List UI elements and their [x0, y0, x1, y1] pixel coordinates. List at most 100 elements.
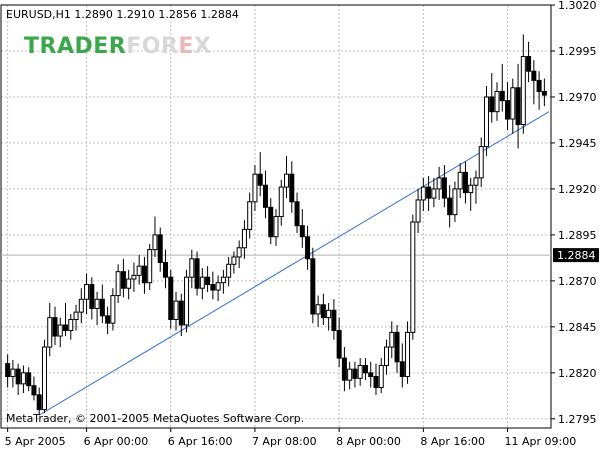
- candle-body-bearish: [36, 394, 42, 411]
- candle-body-bullish: [215, 282, 221, 291]
- candle-body-bullish: [357, 364, 363, 379]
- candle-body-bullish: [389, 331, 395, 348]
- x-tick-label: 7 Apr 08:00: [252, 435, 317, 448]
- candle-body-bullish: [131, 274, 137, 280]
- y-tick-label: 1.2895: [558, 229, 597, 242]
- candle-body-bullish: [47, 317, 53, 348]
- x-tick-label: 8 Apr 00:00: [336, 435, 401, 448]
- candle-body-bearish: [336, 330, 342, 359]
- candle-body-bearish: [52, 317, 58, 337]
- candle-body-bullish: [226, 263, 232, 278]
- current-price-label: 1.2884: [557, 249, 596, 262]
- candle-body-bullish: [152, 234, 158, 251]
- candle-body-bearish: [441, 177, 447, 199]
- candle-body-bullish: [236, 247, 242, 258]
- candle-body-bullish: [57, 324, 63, 337]
- candle-body-bullish: [199, 276, 205, 289]
- candle-body-bullish: [20, 372, 26, 385]
- candle-body-bearish: [289, 173, 295, 203]
- candle-body-bullish: [41, 346, 47, 411]
- candle-body-bearish: [505, 100, 511, 120]
- y-tick-label: 1.2845: [558, 321, 597, 334]
- candle-body-bullish: [347, 368, 353, 381]
- candle-body-bearish: [89, 284, 95, 309]
- candle-body-bullish: [68, 318, 74, 332]
- candle-body-bullish: [457, 171, 463, 190]
- y-tick-label: 1.2870: [558, 275, 597, 288]
- candle-body-bullish: [78, 298, 84, 313]
- candle-body-bearish: [194, 258, 200, 289]
- candle-body-bullish: [473, 177, 479, 186]
- x-tick-label: 6 Apr 16:00: [168, 435, 233, 448]
- candle-body-bearish: [120, 271, 126, 289]
- y-tick-label: 1.2945: [558, 137, 597, 150]
- candle-body-bullish: [494, 90, 500, 113]
- candle-body-bearish: [352, 368, 358, 379]
- candle-body-bullish: [410, 221, 416, 333]
- x-tick-label: 5 Apr 2005: [5, 435, 66, 448]
- candle-body-bullish: [378, 364, 384, 389]
- candle-body-bearish: [331, 309, 337, 332]
- y-tick-label: 1.2995: [558, 45, 597, 58]
- plot-frame: [0, 4, 552, 429]
- candle-body-bearish: [531, 70, 537, 81]
- y-tick-label: 1.2920: [558, 183, 597, 196]
- candle-body-bullish: [126, 278, 132, 289]
- candle-body-bullish: [84, 284, 90, 300]
- candle-body-bearish: [310, 258, 316, 315]
- candle-body-bearish: [168, 276, 174, 320]
- candle-body-bearish: [489, 96, 495, 113]
- candle-body-bullish: [384, 346, 390, 366]
- candle-body-bearish: [373, 376, 379, 389]
- candle-body-bearish: [178, 300, 184, 326]
- candle-body-bullish: [247, 201, 253, 230]
- candle-body-bullish: [136, 265, 142, 276]
- candle-body-bullish: [278, 186, 284, 217]
- logo-part-e: E: [178, 34, 194, 59]
- y-tick-label: 1.2795: [558, 413, 597, 426]
- candle-body-bearish: [462, 171, 468, 194]
- candle-body-bullish: [273, 216, 279, 238]
- candle-body-bearish: [141, 265, 147, 284]
- candle-body-bearish: [320, 304, 326, 319]
- x-tick-label: 11 Apr 09:00: [505, 435, 577, 448]
- candle-body-bullish: [147, 249, 153, 284]
- candle-body-bullish: [436, 177, 442, 190]
- candle-body-bullish: [415, 199, 421, 223]
- logo-part-x: X: [193, 34, 212, 59]
- candle-body-bearish: [257, 173, 263, 186]
- candle-body-bullish: [520, 55, 526, 126]
- logo-part-for: FOR: [126, 34, 179, 59]
- candle-body-bearish: [447, 197, 453, 216]
- candle-body-bullish: [173, 300, 179, 320]
- candle-body-bearish: [157, 234, 163, 263]
- candle-body-bullish: [231, 256, 237, 265]
- candle-body-bearish: [26, 372, 32, 387]
- candle-body-bearish: [536, 79, 542, 92]
- traderforex-logo: TRADERFOREX: [24, 34, 211, 59]
- candle-body-bearish: [499, 90, 505, 102]
- candle-body-bullish: [10, 368, 16, 378]
- candle-body-bullish: [468, 184, 474, 194]
- candle-body-bearish: [210, 284, 216, 291]
- y-tick-label: 1.2820: [558, 367, 597, 380]
- trendline: [38, 111, 550, 416]
- candle-body-bearish: [299, 225, 305, 238]
- x-tick-label: 8 Apr 16:00: [420, 435, 485, 448]
- current-price-marker: [553, 248, 599, 263]
- candle-body-bearish: [394, 331, 400, 363]
- candle-body-bullish: [452, 188, 458, 216]
- candle-body-bearish: [426, 186, 432, 199]
- candle-body-bearish: [294, 201, 300, 227]
- candle-body-bearish: [99, 298, 105, 317]
- candle-body-bearish: [515, 87, 521, 126]
- candle-body-bullish: [189, 258, 195, 278]
- candle-body-bullish: [73, 311, 79, 320]
- y-tick-label: 1.2970: [558, 91, 597, 104]
- candle-body-bullish: [478, 146, 484, 179]
- chart-header: EURUSD,H1 1.2890 1.2910 1.2856 1.2884: [6, 8, 239, 21]
- candle-body-bullish: [510, 87, 516, 120]
- candle-body-bullish: [94, 298, 100, 309]
